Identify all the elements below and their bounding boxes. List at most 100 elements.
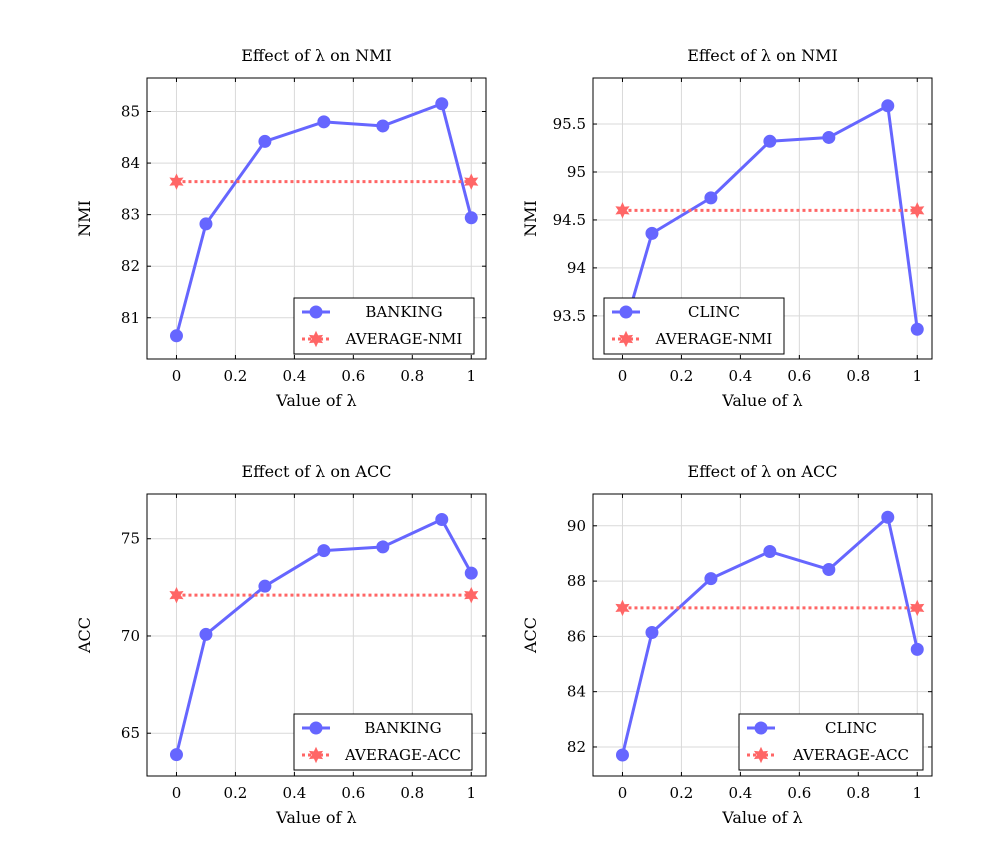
plot-frame [146, 77, 487, 360]
x-tick-label: 0 [172, 784, 182, 802]
data-point [704, 572, 718, 586]
y-tick-label: 94 [567, 259, 586, 277]
data-point [910, 202, 925, 219]
legend-swatch-marker [309, 721, 323, 735]
legend-label: CLINC [688, 303, 740, 321]
y-axis-label: ACC [521, 617, 540, 654]
data-point [645, 626, 659, 640]
x-tick-label: 0.4 [728, 784, 752, 802]
legend-label: BANKING [364, 719, 441, 737]
legend-swatch-marker [753, 746, 769, 764]
legend-label: AVERAGE-NMI [345, 330, 463, 348]
data-point [763, 134, 777, 148]
x-tick-label: 0.8 [400, 367, 424, 385]
data-point [910, 642, 924, 656]
legend-label: CLINC [825, 719, 877, 737]
x-axis-label: Value of λ [721, 808, 802, 827]
data-point [881, 510, 895, 524]
plot-frame [146, 493, 487, 777]
y-tick-label: 82 [121, 257, 140, 275]
y-axis-label: NMI [75, 200, 94, 237]
y-tick-label: 84 [567, 683, 586, 701]
x-axis-label: Value of λ [275, 808, 356, 827]
y-axis-label: ACC [75, 617, 94, 654]
y-tick-label: 82 [567, 738, 586, 756]
chart-panel-2: 0 0.2 0.4 0.6 0.8 1 93.5 94 94.5 95 95.5 Effect of … [521, 46, 933, 410]
data-point [464, 566, 478, 580]
y-tick-label: 84 [121, 154, 140, 172]
x-axis-label: Value of λ [721, 391, 802, 410]
data-point [910, 599, 925, 617]
data-point [199, 627, 213, 641]
y-axis-label: NMI [521, 200, 540, 237]
chart-title: Effect of λ on ACC [242, 462, 392, 481]
x-tick-label: 0.8 [400, 784, 424, 802]
legend-swatch-marker [754, 721, 768, 735]
y-tick-label: 65 [121, 724, 140, 742]
data-point [435, 97, 449, 111]
x-tick-label: 1 [912, 784, 922, 802]
y-tick-label: 88 [567, 572, 586, 590]
y-tick-label: 83 [121, 206, 140, 224]
legend-label: AVERAGE-ACC [344, 746, 461, 764]
chart-panel-4: 0 0.2 0.4 0.6 0.8 1 82 84 86 88 90 Effect of λ on A… [521, 462, 933, 827]
data-point [615, 202, 630, 219]
x-tick-label: 0.6 [341, 367, 365, 385]
chart-title: Effect of λ on NMI [687, 46, 838, 65]
x-tick-label: 0.6 [787, 367, 811, 385]
legend: BANKING AVERAGE-ACC [293, 713, 473, 771]
data-point [169, 329, 183, 343]
x-tick-label: 0.8 [846, 784, 870, 802]
y-tick-label: 95.5 [553, 115, 586, 133]
x-tick-label: 0 [172, 367, 182, 385]
x-tick-label: 0.2 [670, 367, 694, 385]
legend-label: BANKING [365, 303, 442, 321]
data-point [615, 748, 629, 762]
data-point [169, 173, 184, 190]
data-point [169, 748, 183, 762]
data-point [376, 540, 390, 554]
chart-title: Effect of λ on ACC [688, 462, 838, 481]
x-tick-label: 0.4 [282, 367, 306, 385]
data-point [822, 562, 836, 576]
data-point [822, 130, 836, 144]
chart-panel-3: 0 0.2 0.4 0.6 0.8 1 65 70 75 Effect of λ on ACC Va… [75, 462, 487, 827]
x-tick-label: 0 [618, 367, 628, 385]
y-tick-label: 90 [567, 517, 586, 535]
y-tick-label: 81 [121, 309, 140, 327]
legend-label: AVERAGE-NMI [655, 330, 773, 348]
x-tick-label: 0.6 [341, 784, 365, 802]
data-point [258, 134, 272, 148]
y-tick-label: 93.5 [553, 307, 586, 325]
chart-title: Effect of λ on NMI [241, 46, 392, 65]
y-tick-label: 70 [121, 627, 140, 645]
data-point [615, 599, 630, 617]
x-tick-label: 1 [912, 367, 922, 385]
data-point [464, 173, 479, 190]
series-1 [169, 97, 478, 343]
legend-swatch-marker [308, 330, 324, 348]
x-tick-label: 0.2 [224, 367, 248, 385]
data-point [910, 322, 924, 336]
legend-box [603, 297, 785, 355]
x-tick-label: 0.2 [670, 784, 694, 802]
data-point [317, 115, 331, 129]
data-point [704, 191, 718, 205]
legend-box [293, 297, 475, 355]
series-2 [169, 586, 479, 604]
x-tick-label: 1 [466, 784, 476, 802]
y-tick-label: 94.5 [553, 211, 586, 229]
series-1 [615, 510, 924, 762]
data-point [317, 544, 331, 558]
x-tick-label: 0.2 [224, 784, 248, 802]
chart-panel-1: 0 0.2 0.4 0.6 0.8 1 81 82 83 84 85 Effect of λ on N… [75, 46, 487, 410]
legend-swatch-marker [308, 746, 324, 764]
legend-swatch-marker [619, 305, 633, 319]
series-2 [615, 202, 925, 219]
x-tick-label: 0.4 [728, 367, 752, 385]
legend: CLINC AVERAGE-NMI [603, 297, 785, 355]
data-point [258, 579, 272, 593]
series-1 [169, 512, 478, 762]
x-tick-label: 0.8 [846, 367, 870, 385]
